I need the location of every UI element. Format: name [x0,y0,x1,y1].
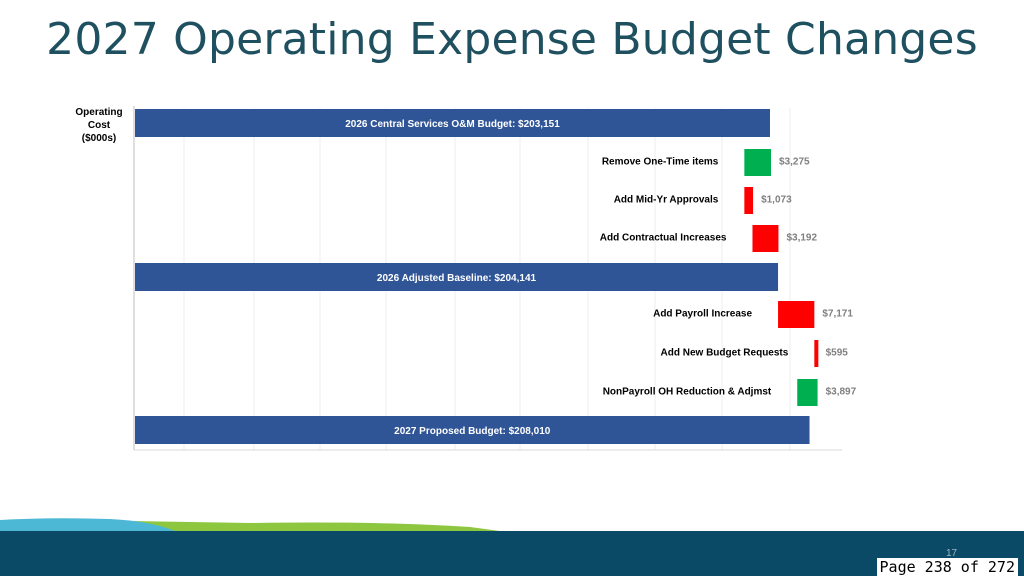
step-value-7: $3,897 [826,387,857,398]
step-bar-5 [778,301,815,328]
total-bar-label-8: 2027 Proposed Budget: $208,010 [394,426,551,437]
step-bar-7 [797,379,818,406]
footer-band [0,518,1024,576]
step-value-5: $7,171 [822,309,853,320]
footer-wave [0,518,500,531]
step-label-1: Remove One-Time items [602,157,719,168]
step-bar-6 [814,340,819,367]
step-label-5: Add Payroll Increase [653,309,752,320]
page-title: 2027 Operating Expense Budget Changes [46,14,978,65]
y-axis-label-line-1: Operating [75,107,123,118]
total-bar-4 [135,263,779,291]
chart-bars: 2026 Central Services O&M Budget: $203,1… [135,109,857,444]
page-number: Page 238 of 272 [876,558,1018,576]
step-value-3: $3,192 [786,233,817,244]
step-value-1: $3,275 [779,157,810,168]
step-label-6: Add New Budget Requests [661,348,789,359]
step-bar-2 [744,187,754,214]
step-label-7: NonPayroll OH Reduction & Adjmst [603,387,772,398]
step-label-3: Add Contractual Increases [600,233,727,244]
total-bar-label-4: 2026 Adjusted Baseline: $204,141 [377,273,537,284]
total-bar-0 [135,109,770,137]
step-bar-3 [752,225,779,252]
y-axis-label: Operating Cost ($000s) [62,106,136,145]
step-label-2: Add Mid-Yr Approvals [614,195,719,206]
y-axis-label-line-3: ($000s) [81,133,117,144]
y-axis-label-line-2: Cost [87,120,111,131]
total-bar-label-0: 2026 Central Services O&M Budget: $203,1… [345,119,560,130]
total-bar-8 [135,416,810,444]
slide-number: 17 [946,548,958,559]
step-bar-1 [744,149,771,176]
step-value-6: $595 [826,348,849,359]
step-value-2: $1,073 [761,195,792,206]
